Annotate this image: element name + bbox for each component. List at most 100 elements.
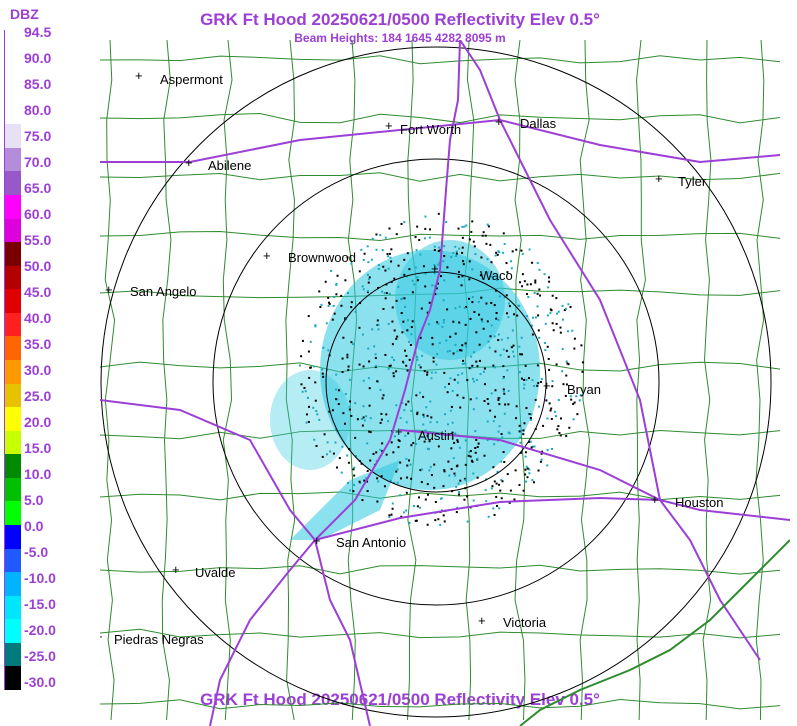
clutter-pixel — [505, 262, 508, 265]
clutter-pixel — [312, 406, 315, 409]
colorbar-swatch — [5, 454, 21, 479]
clutter-pixel — [466, 379, 469, 382]
clutter-pixel — [428, 228, 431, 231]
clutter-pixel — [433, 264, 436, 267]
colorbar-swatch — [5, 595, 21, 620]
clutter-pixel — [461, 344, 464, 347]
clutter-pixel — [465, 345, 468, 348]
clutter-pixel — [490, 324, 493, 327]
clutter-pixel — [300, 355, 303, 358]
clutter-pixel — [471, 220, 474, 223]
clutter-pixel — [366, 490, 369, 493]
county-line — [100, 230, 781, 242]
clutter-pixel — [376, 324, 379, 327]
clutter-pixel — [314, 325, 317, 328]
clutter-pixel — [427, 448, 430, 451]
clutter-pixel — [555, 322, 558, 325]
clutter-pixel — [373, 345, 376, 348]
clutter-pixel — [411, 320, 414, 323]
clutter-pixel — [472, 380, 475, 383]
clutter-pixel — [522, 433, 525, 436]
clutter-pixel — [391, 507, 394, 510]
clutter-pixel — [533, 291, 536, 294]
clutter-pixel — [561, 348, 564, 351]
clutter-pixel — [469, 449, 472, 452]
clutter-pixel — [458, 491, 461, 494]
highway-i10 — [100, 399, 790, 542]
clutter-pixel — [443, 255, 446, 258]
colorbar-tick-label: 0.0 — [24, 518, 44, 534]
clutter-pixel — [409, 343, 412, 346]
clutter-pixel — [575, 395, 578, 398]
city-marker-icon: + — [395, 424, 403, 439]
clutter-pixel — [400, 222, 403, 225]
clutter-pixel — [442, 485, 445, 488]
clutter-pixel — [383, 292, 386, 295]
clutter-pixel — [434, 267, 437, 270]
clutter-pixel — [338, 389, 341, 392]
clutter-pixel — [422, 413, 425, 416]
clutter-pixel — [433, 249, 436, 252]
clutter-pixel — [410, 325, 413, 328]
clutter-pixel — [526, 315, 529, 318]
clutter-pixel — [462, 260, 465, 263]
clutter-pixel — [536, 305, 539, 308]
clutter-pixel — [569, 395, 572, 398]
clutter-pixel — [470, 355, 473, 358]
clutter-pixel — [408, 522, 411, 525]
clutter-pixel — [368, 278, 371, 281]
clutter-pixel — [529, 417, 532, 420]
clutter-pixel — [374, 357, 377, 360]
clutter-pixel — [463, 307, 466, 310]
clutter-pixel — [389, 256, 392, 259]
clutter-pixel — [505, 349, 508, 352]
clutter-pixel — [571, 329, 574, 332]
clutter-pixel — [436, 353, 439, 356]
clutter-pixel — [484, 234, 487, 237]
clutter-pixel — [537, 382, 540, 385]
clutter-pixel — [462, 359, 465, 362]
clutter-pixel — [555, 312, 558, 315]
clutter-pixel — [456, 381, 459, 384]
clutter-pixel — [340, 304, 343, 307]
clutter-pixel — [529, 283, 532, 286]
city-label: Houston — [675, 495, 723, 510]
clutter-pixel — [460, 349, 463, 352]
clutter-pixel — [551, 294, 554, 297]
city-marker-icon: + — [478, 613, 486, 628]
clutter-pixel — [426, 523, 429, 526]
clutter-pixel — [421, 354, 424, 357]
clutter-pixel — [489, 243, 492, 246]
clutter-pixel — [377, 264, 380, 267]
clutter-pixel — [361, 333, 364, 336]
echo-area-west — [270, 370, 350, 470]
clutter-pixel — [555, 363, 558, 366]
clutter-pixel — [520, 249, 523, 252]
colorbar-tick-label: 60.0 — [24, 206, 52, 222]
clutter-pixel — [429, 400, 432, 403]
colorbar-tick-label: 10.0 — [24, 466, 52, 482]
clutter-pixel — [368, 387, 371, 390]
clutter-pixel — [416, 358, 419, 361]
colorbar-tick-label: 94.5 — [24, 24, 52, 40]
clutter-pixel — [525, 293, 528, 296]
clutter-pixel — [459, 406, 462, 409]
clutter-pixel — [495, 312, 498, 315]
clutter-pixel — [379, 421, 382, 424]
county-line — [100, 55, 781, 65]
clutter-pixel — [518, 371, 521, 374]
clutter-pixel — [496, 253, 499, 256]
clutter-pixel — [476, 476, 479, 479]
clutter-pixel — [518, 424, 521, 427]
clutter-pixel — [516, 314, 519, 317]
clutter-pixel — [490, 261, 493, 264]
clutter-pixel — [426, 493, 429, 496]
county-line — [702, 40, 712, 721]
clutter-pixel — [391, 343, 394, 346]
clutter-pixel — [526, 467, 529, 470]
clutter-pixel — [335, 282, 338, 285]
city-marker-icon: + — [100, 629, 103, 644]
clutter-pixel — [442, 514, 445, 517]
clutter-pixel — [437, 212, 440, 215]
clutter-pixel — [381, 290, 384, 293]
